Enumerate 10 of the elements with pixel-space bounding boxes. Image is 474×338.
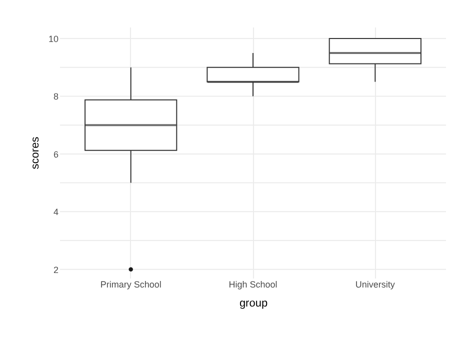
y-axis-title: scores [29,136,42,170]
x-axis-title: group [239,298,268,310]
y-tick-label: 6 [53,149,58,160]
y-tick-label: 2 [53,264,58,275]
y-tick-label: 10 [48,34,58,44]
x-tick-label: University [355,280,396,290]
x-tick-label: Primary School [100,280,162,290]
x-tick-label: High School [228,280,278,290]
y-tick-label: 8 [53,92,58,102]
y-tick-label: 4 [53,207,58,218]
